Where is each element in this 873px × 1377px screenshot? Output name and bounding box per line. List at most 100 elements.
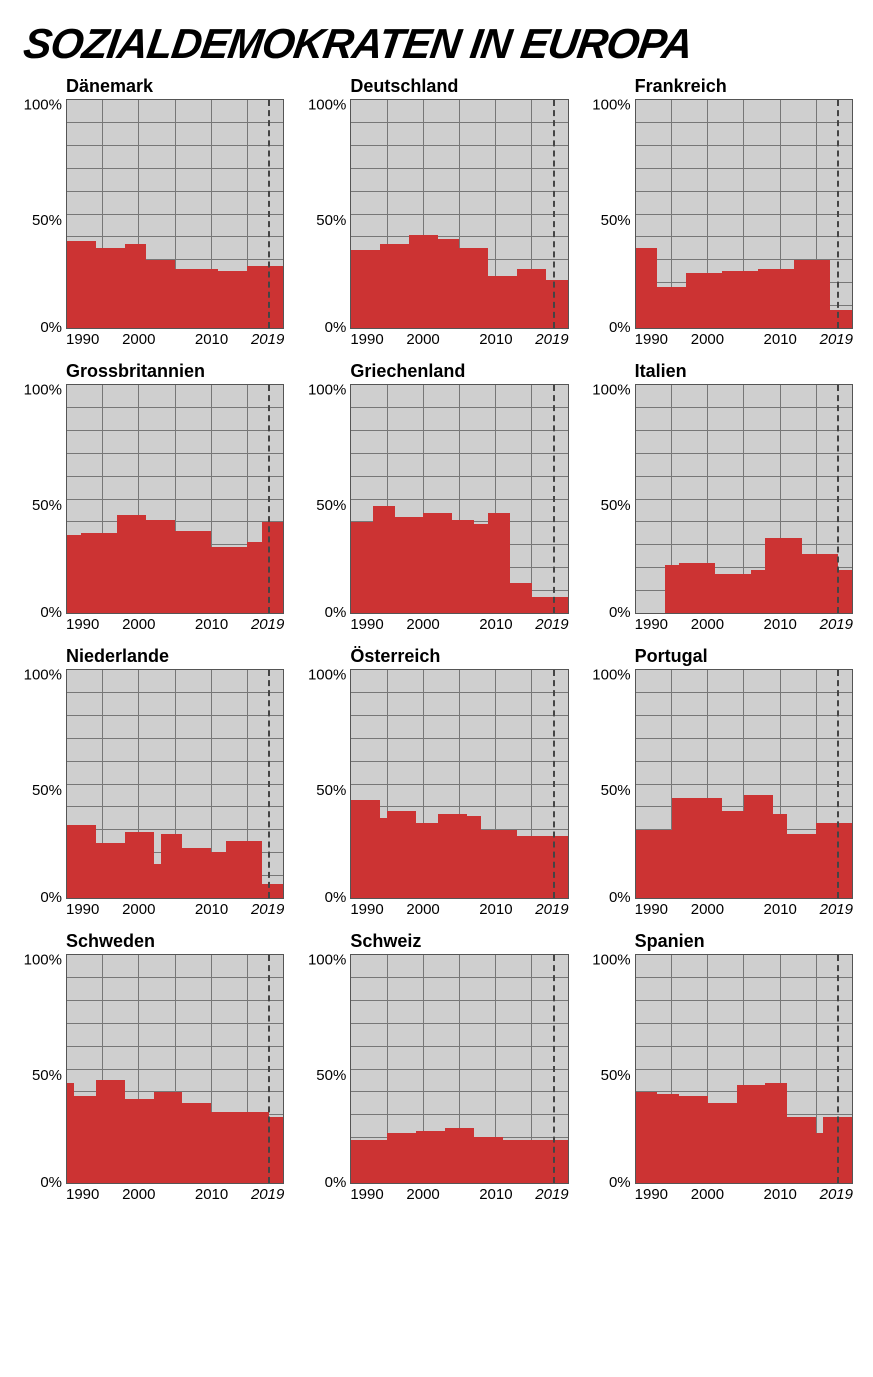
bars-layer <box>351 955 567 1183</box>
y-axis: 100%50%0% <box>20 384 66 614</box>
y-axis: 100%50%0% <box>304 384 350 614</box>
bar <box>373 506 395 613</box>
bar <box>517 836 546 898</box>
y-tick-label: 50% <box>32 1068 62 1083</box>
panel-title: Schweiz <box>350 931 568 952</box>
bar <box>765 538 801 613</box>
chart-panel: Portugal100%50%0%1990200020102019 <box>589 646 853 921</box>
bars-layer <box>351 670 567 898</box>
bar <box>67 825 96 898</box>
x-axis: 1990200020102019 <box>66 614 284 636</box>
bar <box>657 287 686 328</box>
x-tick-label: 1990 <box>66 901 99 918</box>
y-axis: 100%50%0% <box>589 669 635 899</box>
y-axis: 100%50%0% <box>589 384 635 614</box>
plot-area <box>350 669 568 899</box>
plot-area <box>635 954 853 1184</box>
y-tick-label: 0% <box>609 890 631 905</box>
x-tick-label: 1990 <box>66 331 99 348</box>
x-tick-label: 1990 <box>350 901 383 918</box>
bar <box>161 834 183 898</box>
bar <box>722 271 758 328</box>
plot-area <box>635 669 853 899</box>
x-tick-label: 1990 <box>350 331 383 348</box>
bar <box>262 884 284 898</box>
bar <box>672 798 701 898</box>
chart-panel: Schweiz100%50%0%1990200020102019 <box>304 931 568 1206</box>
bar <box>838 570 852 613</box>
x-tick-label: 2000 <box>122 1186 155 1203</box>
bar <box>532 597 568 613</box>
bar <box>81 533 117 613</box>
y-axis: 100%50%0% <box>304 99 350 329</box>
x-axis: 1990200020102019 <box>350 614 568 636</box>
x-tick-label: 2000 <box>122 616 155 633</box>
x-tick-label-end: 2019 <box>535 1186 568 1203</box>
bar <box>765 1083 787 1183</box>
x-tick-label-end: 2019 <box>251 616 284 633</box>
bar <box>416 823 438 898</box>
x-tick-label: 2000 <box>691 331 724 348</box>
y-tick-label: 0% <box>40 890 62 905</box>
charts-grid: Dänemark100%50%0%1990200020102019Deutsch… <box>20 76 853 1206</box>
x-tick-label: 2010 <box>195 1186 228 1203</box>
bar <box>218 271 247 328</box>
panel-title: Griechenland <box>350 361 568 382</box>
y-tick-label: 100% <box>308 953 346 968</box>
y-tick-label: 100% <box>308 98 346 113</box>
x-axis: 1990200020102019 <box>350 1184 568 1206</box>
bar <box>503 1140 532 1183</box>
y-tick-label: 100% <box>592 668 630 683</box>
bar <box>452 520 474 613</box>
bar <box>146 260 175 328</box>
x-tick-label: 2010 <box>479 901 512 918</box>
bar <box>438 814 467 898</box>
x-tick-label: 1990 <box>635 1186 668 1203</box>
x-tick-label: 2000 <box>691 616 724 633</box>
x-tick-label: 2000 <box>406 901 439 918</box>
bar <box>387 811 416 898</box>
bar <box>679 1096 708 1183</box>
x-tick-label-end: 2019 <box>820 901 853 918</box>
bar <box>154 1092 183 1183</box>
bar <box>737 1085 766 1183</box>
x-tick-label: 2010 <box>764 901 797 918</box>
bar <box>679 563 715 613</box>
bar <box>125 244 147 328</box>
y-tick-label: 50% <box>601 213 631 228</box>
bar <box>351 522 373 613</box>
y-tick-label: 0% <box>325 1175 347 1190</box>
x-tick-label-end: 2019 <box>251 1186 284 1203</box>
y-tick-label: 0% <box>609 605 631 620</box>
y-tick-label: 100% <box>24 668 62 683</box>
bar <box>481 830 517 898</box>
y-tick-label: 0% <box>609 1175 631 1190</box>
bar <box>823 1117 852 1183</box>
bar <box>395 517 424 613</box>
x-axis: 1990200020102019 <box>635 1184 853 1206</box>
bars-layer <box>351 100 567 328</box>
x-tick-label-end: 2019 <box>535 331 568 348</box>
x-tick-label-end: 2019 <box>820 1186 853 1203</box>
bar <box>474 524 488 613</box>
y-tick-label: 50% <box>601 1068 631 1083</box>
panel-title: Dänemark <box>66 76 284 97</box>
y-tick-label: 50% <box>601 783 631 798</box>
bar <box>758 269 794 328</box>
bar <box>657 1094 679 1183</box>
bar <box>247 266 283 328</box>
chart-panel: Österreich100%50%0%1990200020102019 <box>304 646 568 921</box>
bar <box>262 522 284 613</box>
bars-layer <box>636 385 852 613</box>
bar <box>146 520 175 613</box>
bar <box>96 248 125 328</box>
y-tick-label: 100% <box>308 668 346 683</box>
bar <box>794 260 830 328</box>
y-tick-label: 0% <box>325 320 347 335</box>
chart-panel: Italien100%50%0%1990200020102019 <box>589 361 853 636</box>
bar <box>211 1112 240 1183</box>
bar <box>510 583 532 613</box>
y-tick-label: 0% <box>325 890 347 905</box>
bar <box>240 1112 269 1183</box>
chart-panel: Griechenland100%50%0%1990200020102019 <box>304 361 568 636</box>
